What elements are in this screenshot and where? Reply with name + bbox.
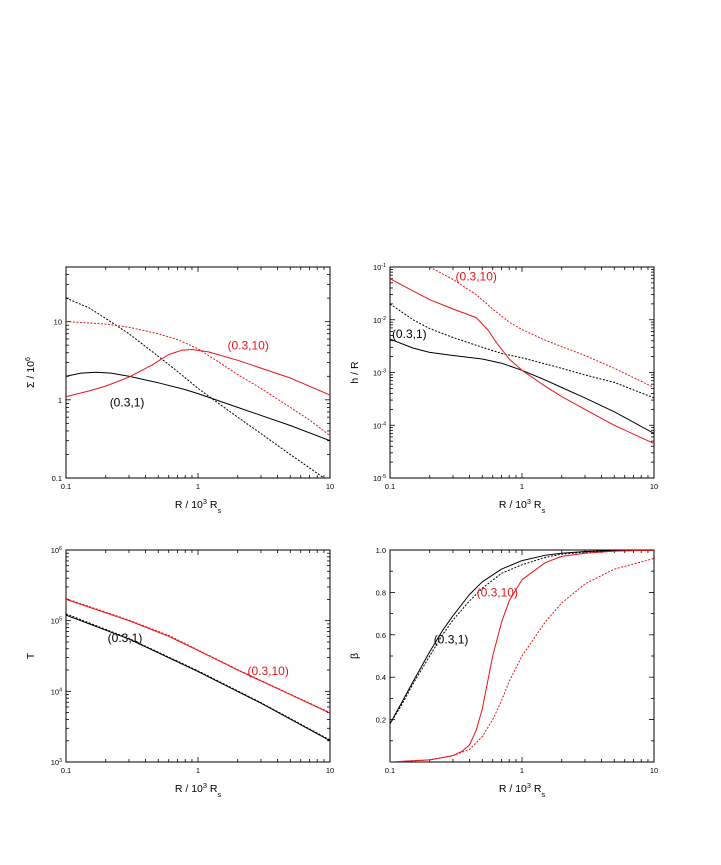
x-tick-label: 0.1	[61, 482, 71, 491]
y-axis-label: β	[349, 653, 361, 659]
annotation-label: (0.3,10)	[228, 339, 269, 353]
series-line-red-dotted	[66, 321, 330, 436]
x-tick-label: 0.1	[61, 766, 71, 775]
x-tick-label: 1	[196, 766, 200, 775]
annotation-label: (0.3,1)	[434, 632, 469, 646]
series-line-black-dotted	[66, 613, 330, 741]
x-axis-label: R / 103 Rs	[499, 781, 546, 799]
annotation-label: (0.3,1)	[108, 631, 143, 645]
chart-panel-top-right: 0.1 1 10 10-5 10-4 10-3 10-2 10-1 R / 103 Rs h / …	[349, 263, 658, 515]
annotation-label: (0.3,10)	[477, 586, 518, 600]
y-tick-label: 10-1	[373, 263, 386, 272]
y-tick-label: 0.4	[376, 673, 386, 682]
x-tick-label: 10	[326, 482, 334, 491]
x-axis-label: R / 103 Rs	[175, 781, 222, 799]
y-tick-label: 1	[58, 396, 62, 405]
series-line-black-dotted	[390, 303, 654, 399]
plot-frame	[389, 266, 655, 479]
annotation-label: (0.3,10)	[247, 664, 288, 678]
series-line-red-solid	[66, 349, 330, 398]
chart-panel-bottom-right: 0.1 1 10 0.2 0.4 0.6 0.8 1.0 R / 103 Rs β (0.3,1) (…	[349, 546, 658, 799]
annotation-label: (0.3,10)	[456, 270, 497, 284]
annotation-label: (0.3,1)	[392, 327, 427, 341]
y-tick-label: 10-2	[373, 316, 386, 325]
x-tick-label: 1	[520, 766, 524, 775]
series-line-black-dotted	[390, 550, 654, 725]
series-line-black-solid	[66, 371, 330, 442]
y-tick-label: 0.1	[52, 474, 62, 483]
y-tick-label: 103	[51, 758, 62, 767]
y-axis-label: h / R	[349, 361, 361, 384]
x-tick-label: 0.1	[385, 766, 395, 775]
y-tick-label: 10-3	[373, 369, 386, 378]
y-tick-label: 1.0	[376, 546, 386, 555]
series-line-red-solid	[390, 550, 654, 762]
y-tick-label: 0.2	[376, 716, 386, 725]
chart-panel-top-left: 0.1 1 10 0.1 1 10 R / 103 Rs Σ / 106 (0.3,1) (0.3…	[23, 266, 334, 515]
series-line-red-dotted	[66, 598, 330, 714]
series-line-red-solid	[66, 598, 330, 714]
y-tick-label: 104	[51, 687, 62, 696]
x-tick-label: 1	[520, 482, 524, 491]
series-line-red-dotted	[429, 267, 654, 388]
y-tick-label: 10	[54, 318, 62, 327]
x-tick-label: 10	[326, 766, 334, 775]
y-tick-label: 0.6	[376, 631, 386, 640]
series-line-black-solid	[66, 614, 330, 742]
y-axis-label: Σ / 106	[23, 357, 38, 388]
x-tick-label: 1	[196, 482, 200, 491]
y-tick-label: 105	[51, 617, 62, 626]
plot-frame	[65, 549, 331, 763]
chart-panel-bottom-left: 0.1 1 10 103 104 105 106 R / 103 Rs T (0.3,1) (0.3…	[25, 546, 334, 799]
y-tick-label: 106	[51, 546, 62, 555]
y-tick-label: 10-4	[373, 421, 386, 430]
x-tick-label: 10	[650, 482, 658, 491]
series-line-black-solid	[390, 550, 654, 725]
x-tick-label: 10	[650, 766, 658, 775]
x-axis-label: R / 103 Rs	[175, 497, 222, 515]
annotation-label: (0.3,1)	[110, 396, 145, 410]
series-line-red-solid	[390, 278, 654, 444]
x-axis-label: R / 103 Rs	[499, 497, 546, 515]
y-tick-label: 0.8	[376, 588, 386, 597]
series-line-red-dotted	[390, 558, 654, 762]
y-axis-label: T	[25, 652, 37, 659]
series-line-black-solid	[390, 338, 654, 434]
y-tick-label: 10-5	[373, 474, 386, 483]
x-tick-label: 0.1	[385, 482, 395, 491]
series-line-black-dotted	[66, 297, 325, 478]
